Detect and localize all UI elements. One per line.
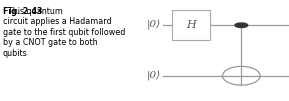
Text: Fig. 2.43: Fig. 2.43 bbox=[3, 7, 42, 16]
Circle shape bbox=[235, 23, 248, 27]
Text: This quantum
circuit applies a Hadamard
gate to the first qubit followed
by a CN: This quantum circuit applies a Hadamard … bbox=[3, 7, 125, 58]
Bar bbox=[172, 10, 210, 40]
Text: |0⟩: |0⟩ bbox=[146, 71, 160, 81]
Text: H: H bbox=[186, 20, 196, 30]
Text: |0⟩: |0⟩ bbox=[146, 20, 160, 30]
Ellipse shape bbox=[223, 66, 260, 85]
